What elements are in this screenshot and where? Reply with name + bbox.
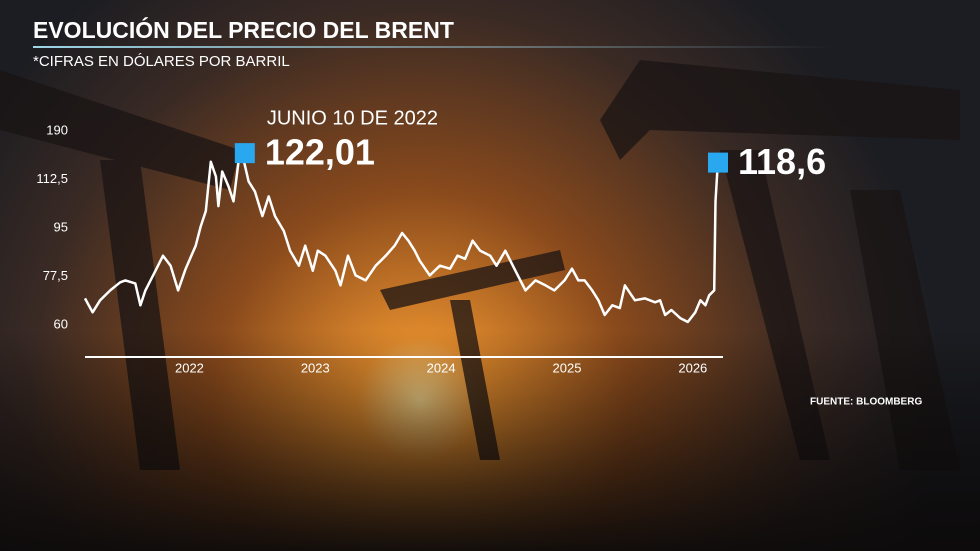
highlight-label: JUNIO 10 DE 2022 — [267, 107, 438, 129]
x-tick-label: 2026 — [678, 360, 707, 375]
highlight-value: 118,6 — [738, 141, 826, 182]
x-tick-label: 2024 — [427, 360, 456, 375]
price-line — [83, 158, 720, 324]
y-tick-label: 95 — [54, 219, 68, 234]
chart-title: EVOLUCIÓN DEL PRECIO DEL BRENT — [33, 16, 454, 43]
chart-subtitle: *CIFRAS EN DÓLARES POR BARRIL — [33, 53, 290, 70]
x-tick-label: 2023 — [301, 360, 330, 375]
y-tick-label: 190 — [46, 122, 68, 137]
y-tick-label: 60 — [54, 316, 68, 331]
y-tick-label: 77,5 — [43, 268, 68, 283]
ground-shade — [0, 330, 980, 551]
x-tick-label: 2025 — [553, 360, 582, 375]
highlight-marker — [234, 143, 255, 164]
highlight-value: 122,01 — [265, 132, 375, 173]
y-tick-label: 112,5 — [36, 171, 68, 186]
source: FUENTE: BLOOMBERG — [810, 397, 922, 408]
x-tick-label: 2022 — [175, 360, 204, 375]
highlight-marker — [708, 152, 728, 173]
title-rule — [33, 46, 833, 48]
